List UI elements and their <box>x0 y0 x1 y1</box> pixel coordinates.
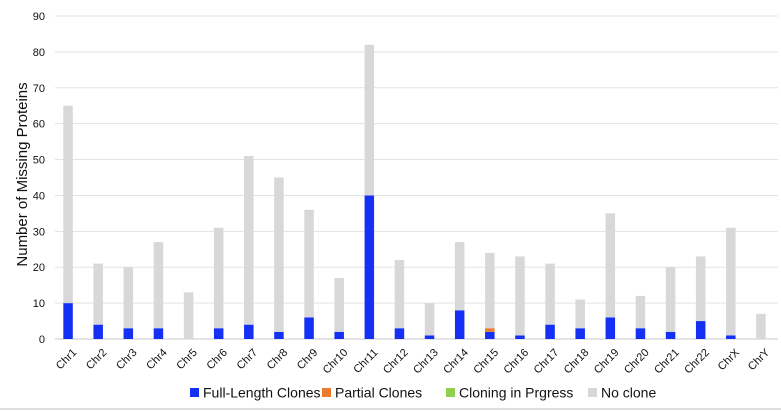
x-tick-label: Chr16 <box>501 347 531 377</box>
bar-segment-no-clone-chr14 <box>454 242 465 311</box>
y-tick-label: 70 <box>33 83 45 95</box>
x-tick-label: Chr19 <box>592 347 622 377</box>
y-tick-label: 10 <box>33 298 45 310</box>
bar-segment-no-clone-chr11 <box>364 44 375 196</box>
x-tick-label: Chr13 <box>411 347 441 377</box>
y-tick-label: 60 <box>33 119 45 131</box>
legend-swatch <box>446 388 455 397</box>
bar-segment-full-length-clones-chr16 <box>515 335 525 339</box>
x-tick-label: Chr21 <box>652 347 682 377</box>
bar-segment-full-length-clones-chr8 <box>274 331 284 339</box>
x-tick-label: Chr7 <box>235 347 260 372</box>
x-axis: Chr1 Chr2 Chr3 Chr4 Chr5 Chr6 Chr7 Chr8 Chr9 Chr1… <box>54 346 773 376</box>
y-tick-label: 80 <box>33 47 45 59</box>
x-tick-label: Chr3 <box>114 347 139 372</box>
bar-segment-no-clone-chr12 <box>394 260 405 329</box>
bar-segment-no-clone-chr10 <box>334 277 344 332</box>
bar-segment-no-clone-chr4 <box>153 242 164 329</box>
x-tick-label: Chr1 <box>54 347 79 372</box>
bar-segment-full-length-clones-chr21 <box>665 331 676 339</box>
bar-segment-no-clone-chr18 <box>575 299 585 329</box>
legend-label: Partial Clones <box>335 385 422 401</box>
y-tick-label: 90 <box>33 11 45 23</box>
bar-segment-full-length-clones-chr2 <box>93 324 103 339</box>
bar-segment-no-clone-chr19 <box>605 213 616 318</box>
x-tick-label: Chr18 <box>562 347 592 377</box>
bar-segment-no-clone-chr5 <box>183 292 194 339</box>
x-tick-label: Chr2 <box>84 347 109 372</box>
bar-segment-full-length-clones-chr22 <box>695 321 706 339</box>
x-tick-label: ChrX <box>716 346 743 373</box>
legend-swatch <box>190 388 199 397</box>
legend-swatch <box>588 388 597 397</box>
y-tick-label: 0 <box>39 334 45 346</box>
bar-segment-full-length-clones-chrx <box>726 335 736 339</box>
x-tick-label: Chr8 <box>265 347 290 372</box>
x-tick-label: Chr10 <box>321 347 351 377</box>
bar-segment-partial-clones-chr15 <box>485 328 495 332</box>
y-axis-title: Number of Missing Proteins <box>14 82 31 266</box>
legend-label: No clone <box>601 385 656 401</box>
legend: Full-Length Clones Partial Clones Cloning … <box>190 385 656 401</box>
x-tick-label: Chr15 <box>471 347 501 377</box>
x-tick-label: Chr11 <box>351 347 380 376</box>
legend-swatch <box>322 388 331 397</box>
bar-segment-full-length-clones-chr15 <box>485 331 495 339</box>
bar-segment-full-length-clones-chr1 <box>63 303 73 339</box>
gridlines <box>55 15 778 340</box>
y-tick-label: 20 <box>33 262 45 274</box>
bar-segment-no-clone-chr3 <box>123 267 134 329</box>
bar-segment-no-clone-chr15 <box>485 252 495 329</box>
x-tick-label: Chr12 <box>381 347 411 377</box>
bar-segment-full-length-clones-chr11 <box>364 195 375 339</box>
bar-segment-full-length-clones-chr9 <box>304 317 314 339</box>
x-tick-label: Chr20 <box>622 347 652 377</box>
y-tick-label: 50 <box>33 155 45 167</box>
bar-segment-full-length-clones-chr7 <box>244 324 254 339</box>
bar-segment-full-length-clones-chr20 <box>635 328 646 339</box>
bar-segment-no-clone-chr22 <box>695 256 706 322</box>
x-tick-label: Chr9 <box>295 347 320 372</box>
x-tick-label: ChrY <box>746 346 773 373</box>
bar-segment-no-clone-chr1 <box>63 105 73 304</box>
x-tick-label: Chr5 <box>174 347 199 372</box>
bar-segment-full-length-clones-chr14 <box>454 310 465 339</box>
bar-segment-no-clone-chr17 <box>545 263 555 325</box>
y-tick-label: 30 <box>33 226 45 238</box>
bar-segment-no-clone-chr9 <box>304 209 314 318</box>
bar-segment-full-length-clones-chr6 <box>213 328 224 339</box>
bar-segment-no-clone-chry <box>756 313 766 339</box>
bar-segment-full-length-clones-chr13 <box>424 335 435 339</box>
bar-segment-no-clone-chr7 <box>244 155 254 325</box>
x-tick-label: Chr14 <box>441 347 471 377</box>
bar-segment-full-length-clones-chr10 <box>334 331 344 339</box>
bar-segment-no-clone-chr16 <box>515 256 525 336</box>
x-tick-label: Chr17 <box>532 347 562 377</box>
bars <box>63 44 766 339</box>
bar-segment-full-length-clones-chr3 <box>123 328 134 339</box>
bar-segment-no-clone-chr8 <box>274 177 284 332</box>
bar-segment-full-length-clones-chr12 <box>394 328 405 339</box>
x-tick-label: Chr4 <box>144 347 169 372</box>
bar-segment-full-length-clones-chr19 <box>605 317 616 339</box>
y-axis: 0 10 20 30 40 50 60 70 80 90 <box>33 11 45 346</box>
legend-label: Cloning in Prgress <box>459 385 573 401</box>
bar-segment-no-clone-chrx <box>726 227 736 336</box>
bar-segment-full-length-clones-chr17 <box>545 324 555 339</box>
bar-segment-no-clone-chr20 <box>635 295 646 329</box>
bar-segment-full-length-clones-chr4 <box>153 328 164 339</box>
legend-label: Full-Length Clones <box>203 385 321 401</box>
bar-segment-no-clone-chr13 <box>424 303 435 336</box>
bar-segment-full-length-clones-chr18 <box>575 328 585 339</box>
x-tick-label: Chr22 <box>682 347 712 377</box>
bar-segment-no-clone-chr21 <box>665 267 676 332</box>
bar-segment-no-clone-chr6 <box>213 227 224 329</box>
bar-segment-no-clone-chr2 <box>93 263 103 325</box>
x-tick-label: Chr6 <box>205 347 230 372</box>
y-tick-label: 40 <box>33 190 45 202</box>
